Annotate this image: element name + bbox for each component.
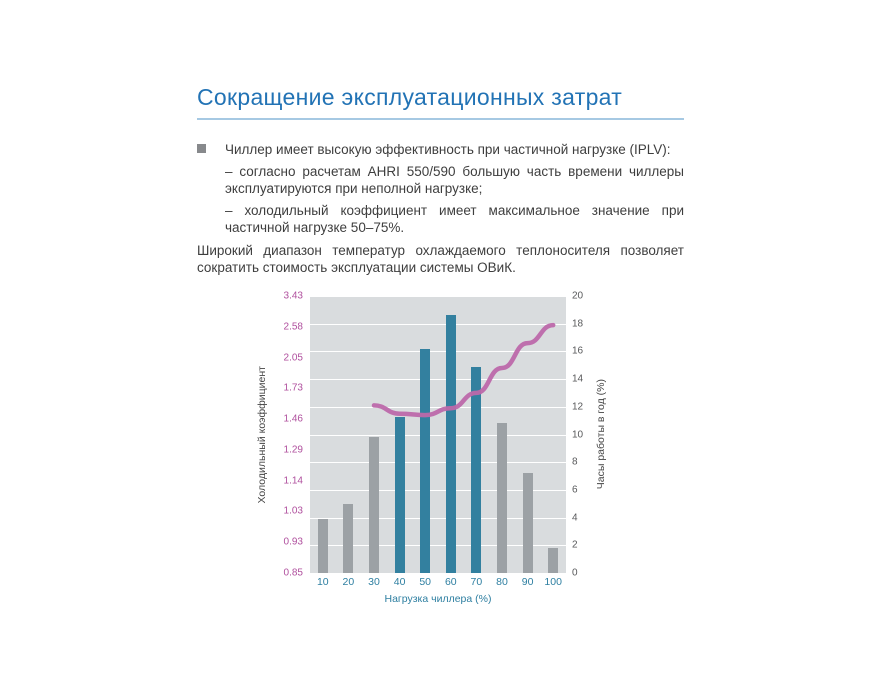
bar-40 <box>394 416 405 573</box>
chart-plot <box>310 296 566 574</box>
x-tick: 100 <box>544 576 562 588</box>
right-tick: 10 <box>572 429 584 440</box>
bar-50 <box>420 348 431 573</box>
right-axis-title: Часы работы в год (%) <box>594 296 608 573</box>
paragraph: Широкий диапазон температур охлаждаемого… <box>197 243 684 275</box>
x-tick: 20 <box>342 576 355 588</box>
bar-30 <box>369 437 379 573</box>
right-tick: 2 <box>572 539 578 551</box>
x-tick: 30 <box>368 576 380 588</box>
right-axis-title-text: Часы работы в год (%) <box>595 379 607 490</box>
left-tick: 1.46 <box>283 413 303 425</box>
left-tick: 1.03 <box>283 505 303 517</box>
right-tick: 16 <box>572 345 584 357</box>
x-tick: 70 <box>470 576 483 588</box>
x-tick: 90 <box>521 576 534 588</box>
right-tick: 6 <box>572 484 578 496</box>
left-axis-ticks: 3.43 2.58 2.05 1.73 1.46 1.29 1.14 1.03 0.93 0.85 <box>273 291 303 579</box>
gridline <box>310 434 566 436</box>
bar-80 <box>497 423 507 573</box>
cop-line <box>371 322 556 418</box>
left-tick: 2.58 <box>283 321 303 333</box>
gridline <box>310 323 566 325</box>
bar-70 <box>471 366 482 573</box>
left-tick: 1.14 <box>283 475 303 487</box>
right-tick: 14 <box>572 373 584 385</box>
bullet-sub-item-1: – согласно расчетам AHRI 550/590 большую… <box>225 164 684 196</box>
left-tick: 0.85 <box>283 567 303 579</box>
gridline <box>310 406 566 408</box>
right-axis-ticks: 20 18 16 14 12 10 8 6 4 2 0 <box>572 291 602 579</box>
bullet-item: Чиллер имеет высокую эффективность при ч… <box>197 141 684 158</box>
x-tick: 10 <box>316 576 329 588</box>
x-tick: 50 <box>419 576 432 588</box>
left-axis-title: Холодильный коэффициент <box>255 296 269 573</box>
right-tick: 20 <box>572 290 584 302</box>
right-tick: 0 <box>572 567 578 579</box>
right-tick: 4 <box>572 512 578 524</box>
left-tick: 1.29 <box>283 444 303 456</box>
left-tick: 1.73 <box>283 382 303 394</box>
right-tick: 18 <box>572 318 584 330</box>
x-axis-ticks: 10 20 30 40 50 60 70 80 90 100 <box>310 576 566 590</box>
left-tick: 0.93 <box>283 536 303 548</box>
left-axis-title-text: Холодильный коэффициент <box>256 365 268 504</box>
bar-100 <box>548 548 559 573</box>
right-tick: 12 <box>572 401 584 413</box>
page-title: Сокращение эксплуатационных затрат <box>197 84 623 110</box>
text-content: Сокращение эксплуатационных затрат Чилле… <box>197 84 684 276</box>
gridline <box>310 489 566 491</box>
gridline <box>310 296 566 297</box>
gridline <box>310 462 566 464</box>
bar-90 <box>522 473 533 573</box>
gridline <box>310 351 566 353</box>
bar-10 <box>317 519 328 573</box>
bar-20 <box>343 503 354 573</box>
bullet-sub-item-2: – холодильный коэффициент имеет максимал… <box>225 203 684 235</box>
title-underline <box>197 118 684 120</box>
gridline <box>310 545 566 547</box>
x-tick: 60 <box>444 576 457 588</box>
gridline <box>310 379 566 381</box>
bar-60 <box>445 315 456 573</box>
x-axis-title: Нагрузка чиллера (%) <box>384 593 492 605</box>
square-bullet-icon <box>197 144 206 153</box>
right-tick: 8 <box>572 456 578 468</box>
left-tick: 2.05 <box>283 352 303 364</box>
bullet-text: Чиллер имеет высокую эффективность при ч… <box>225 142 671 157</box>
gridline <box>310 517 566 519</box>
gridline <box>310 573 566 574</box>
chart: Холодильный коэффициент 3.43 2.58 2.05 1.73… <box>245 290 635 620</box>
x-tick: 40 <box>393 576 406 588</box>
x-tick: 80 <box>496 576 508 588</box>
left-tick: 3.43 <box>283 290 303 302</box>
